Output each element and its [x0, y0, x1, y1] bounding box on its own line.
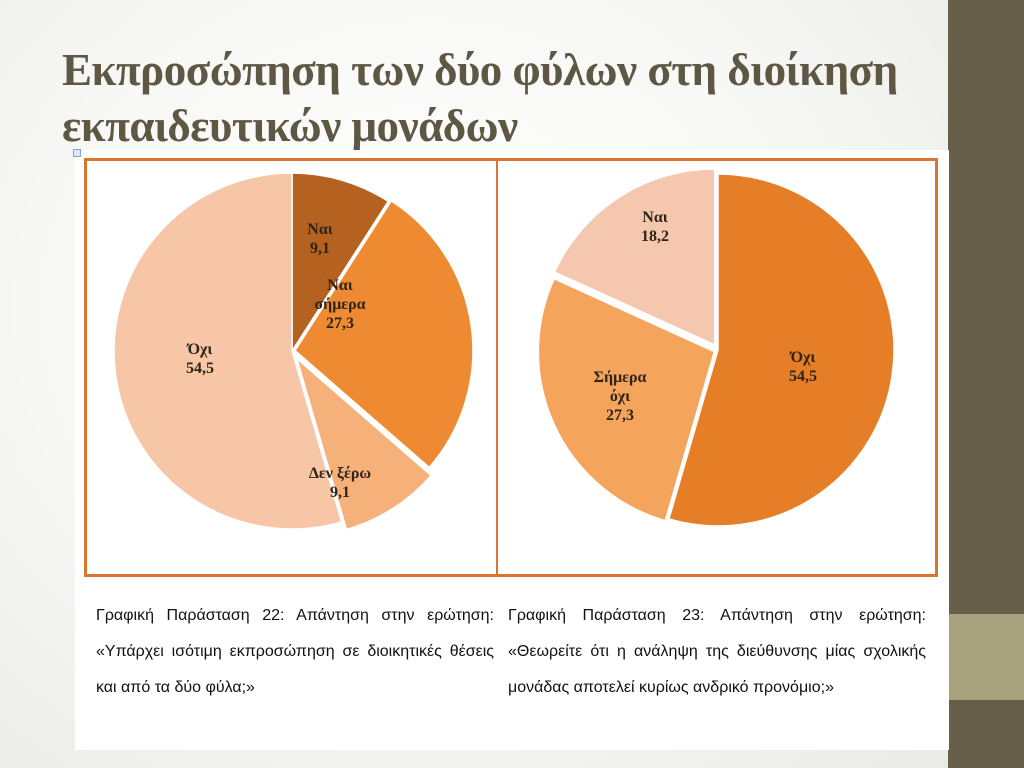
image-placeholder-icon: [73, 149, 81, 157]
slice-value-label: 27,3: [326, 315, 354, 332]
slice-value-label: 18,2: [641, 228, 669, 245]
pie-slice: [667, 173, 895, 527]
slice-value-label: 54,5: [186, 360, 214, 377]
slice-value-label: 9,1: [330, 484, 350, 501]
pie-slice-label: Σήμερα όχι 27,3: [550, 368, 690, 425]
chart-divider: [496, 158, 498, 577]
side-accent: [948, 614, 1024, 700]
pie-slice-label: Όχι 54,5: [733, 348, 873, 386]
pie-slice: [291, 172, 390, 354]
pie-slice: [295, 356, 433, 531]
slice-value-label: 27,3: [606, 407, 634, 424]
slice-category-label: Ναι: [642, 209, 668, 226]
pie-slice-label: Ναι σήμερα 27,3: [270, 276, 410, 333]
pie-slice: [113, 172, 343, 530]
chart-22-caption: Γραφική Παράσταση 22: Απάντηση στην ερώτ…: [96, 607, 494, 696]
pie-slice: [537, 277, 716, 522]
slice-value-label: 54,5: [789, 368, 817, 385]
pie-chart-23: [537, 168, 895, 527]
pie-slice-label: Ναι 18,2: [585, 208, 725, 246]
slice-category-label: Σήμερα όχι: [593, 369, 647, 405]
slice-category-label: Δεν ξέρω: [308, 465, 372, 482]
slide-title: Εκπροσώπηση των δύο φύλων στη διοίκηση ε…: [62, 45, 898, 151]
slice-category-label: Ναι σήμερα: [314, 277, 366, 313]
pie-slice: [553, 168, 716, 347]
chart-frame: [84, 158, 938, 577]
slice-category-label: Όχι: [187, 341, 213, 358]
slice-category-label: Ναι: [307, 221, 333, 238]
chart-23-caption: Γραφική Παράσταση 23: Απάντηση στην ερώτ…: [508, 607, 926, 696]
pie-slice-label: Δεν ξέρω 9,1: [270, 464, 410, 502]
pie-slice: [293, 199, 474, 469]
pie-slice-label: Ναι 9,1: [250, 220, 390, 258]
slice-value-label: 9,1: [310, 240, 330, 257]
slice-category-label: Όχι: [790, 349, 816, 366]
pie-slice-label: Όχι 54,5: [130, 340, 270, 378]
pie-chart-22: [113, 172, 474, 531]
